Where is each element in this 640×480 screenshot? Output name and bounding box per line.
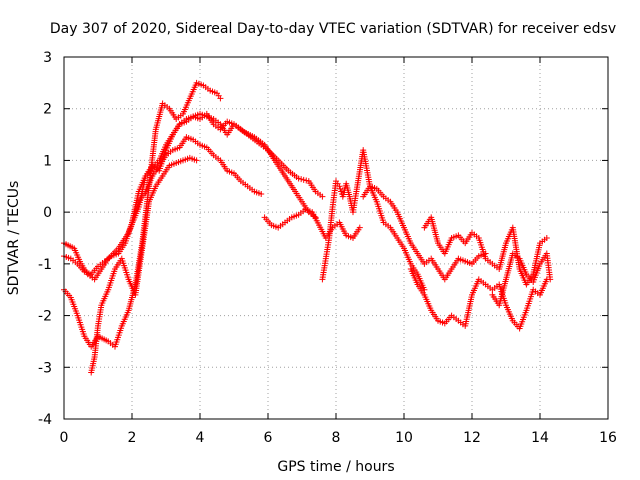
series-track-8 bbox=[360, 183, 489, 283]
marker-path bbox=[407, 266, 550, 332]
x-tick-label: 2 bbox=[128, 430, 137, 446]
marker-path bbox=[129, 134, 265, 226]
x-tick-label: 16 bbox=[599, 430, 617, 446]
y-tick-label: 1 bbox=[43, 153, 52, 169]
series-track-11 bbox=[489, 250, 554, 309]
marker-path bbox=[489, 250, 554, 309]
x-tick-label: 6 bbox=[264, 430, 273, 446]
y-axis-ticks: -4 -3 -2 -1 0 1 2 3 bbox=[38, 50, 608, 428]
data-points bbox=[61, 79, 554, 376]
series-track-7 bbox=[319, 147, 428, 293]
grid-lines bbox=[64, 57, 608, 419]
series-track-3 bbox=[61, 110, 319, 278]
y-tick-label: -4 bbox=[38, 412, 52, 428]
series-track-9 bbox=[407, 266, 550, 332]
x-tick-label: 4 bbox=[196, 430, 205, 446]
marker-path bbox=[319, 147, 428, 293]
marker-path bbox=[88, 154, 200, 376]
marker-path bbox=[61, 79, 224, 350]
x-tick-label: 10 bbox=[395, 430, 413, 446]
x-tick-label: 14 bbox=[531, 430, 549, 446]
x-axis-label: GPS time / hours bbox=[277, 459, 394, 475]
marker-path bbox=[61, 110, 326, 283]
y-axis-label: SDTVAR / TECUs bbox=[6, 181, 22, 296]
x-tick-label: 8 bbox=[332, 430, 341, 446]
y-tick-label: 2 bbox=[43, 102, 52, 118]
y-tick-label: 3 bbox=[43, 50, 52, 66]
x-tick-label: 0 bbox=[60, 430, 69, 446]
marker-path bbox=[261, 206, 363, 241]
marker-path bbox=[61, 110, 319, 278]
series-track-5 bbox=[129, 134, 265, 226]
y-tick-label: -3 bbox=[38, 360, 52, 376]
y-tick-label: -1 bbox=[38, 257, 52, 273]
marker-path bbox=[360, 183, 489, 283]
chart-title: Day 307 of 2020, Sidereal Day-to-day VTE… bbox=[50, 21, 616, 37]
y-tick-label: 0 bbox=[43, 205, 52, 221]
series-track-6 bbox=[261, 206, 363, 241]
series-track-10 bbox=[421, 214, 550, 288]
series-track-4 bbox=[88, 154, 200, 376]
x-tick-label: 12 bbox=[463, 430, 481, 446]
x-axis-ticks: 0 2 4 6 8 10 12 14 16 bbox=[60, 57, 617, 446]
series-track-1 bbox=[61, 79, 224, 350]
y-tick-label: -2 bbox=[38, 309, 52, 325]
marker-path bbox=[421, 214, 550, 288]
series-track-2 bbox=[61, 110, 326, 283]
